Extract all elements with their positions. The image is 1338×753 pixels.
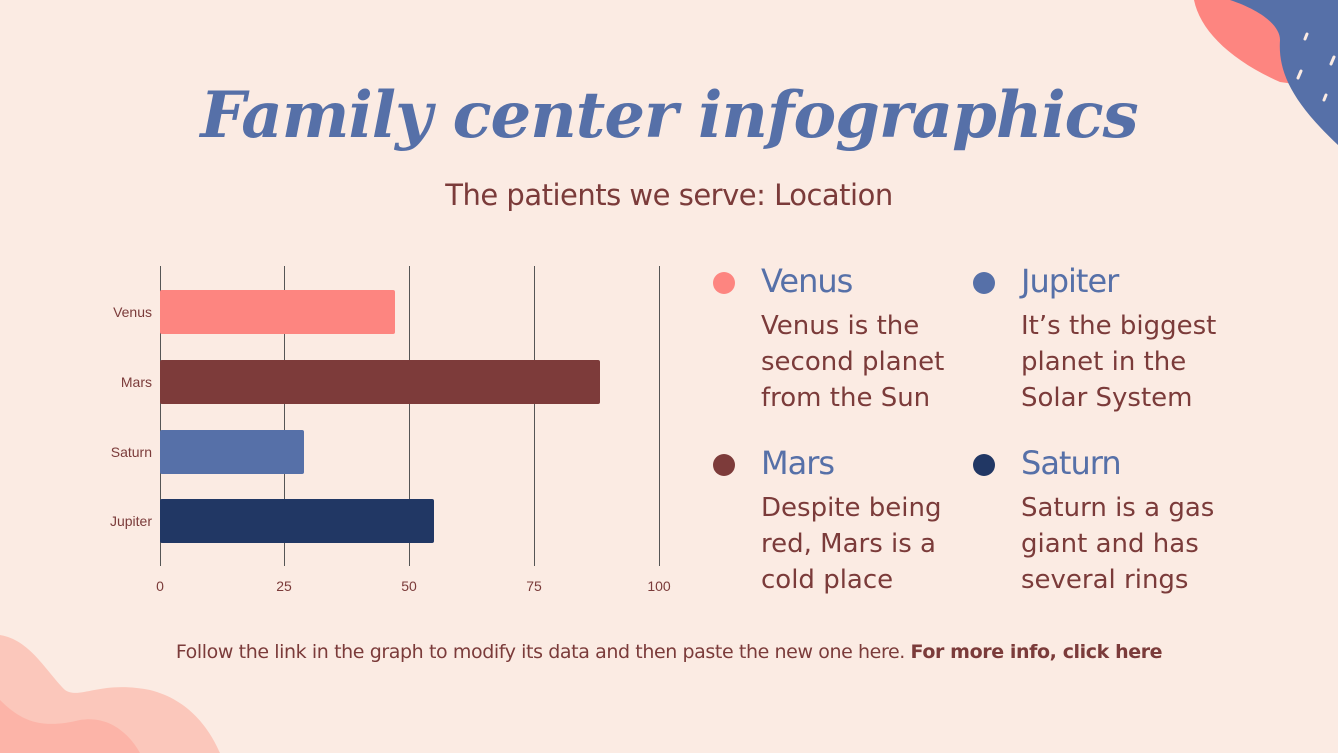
bar-venus[interactable] — [160, 290, 395, 334]
legend-title: Saturn — [1021, 444, 1122, 482]
x-tick: 0 — [156, 578, 164, 594]
page-subtitle: The patients we serve: Location — [445, 178, 893, 212]
gridline-25 — [284, 266, 285, 566]
footer-note: Follow the link in the graph to modify i… — [0, 641, 1338, 663]
bar-chart[interactable]: Venus Mars Saturn Jupiter 0 25 50 75 100 — [90, 260, 690, 600]
footer-text: Follow the link in the graph to modify i… — [175, 641, 911, 663]
circle-icon — [713, 454, 735, 476]
gridline-100 — [659, 266, 660, 566]
circle-icon — [973, 272, 995, 294]
legend-title: Mars — [761, 444, 835, 482]
legend-title: Venus — [761, 262, 853, 300]
x-tick: 50 — [401, 578, 417, 594]
category-label: Venus — [113, 304, 152, 320]
corner-blob-bottom-left — [0, 635, 220, 753]
gridline-75 — [534, 266, 535, 566]
legend-description: It’s the biggest planet in the Solar Sys… — [1021, 311, 1217, 413]
gridline-0 — [160, 266, 161, 566]
bar-jupiter[interactable] — [160, 499, 434, 543]
x-tick: 75 — [526, 578, 542, 594]
circle-icon — [973, 454, 995, 476]
x-tick: 25 — [276, 578, 292, 594]
page-title: Family center infographics — [200, 78, 1138, 153]
gridline-50 — [409, 266, 410, 566]
x-tick: 100 — [647, 578, 671, 594]
legend-title: Jupiter — [1021, 262, 1119, 300]
legend-description: Saturn is a gas giant and has several ri… — [1021, 493, 1215, 595]
legend-description: Despite being red, Mars is a cold place — [761, 493, 942, 595]
bar-mars[interactable] — [160, 360, 600, 404]
category-label: Mars — [120, 374, 152, 390]
legend-description: Venus is the second planet from the Sun — [761, 311, 945, 413]
bar-saturn[interactable] — [160, 430, 304, 474]
category-label: Saturn — [110, 444, 152, 460]
category-label: Jupiter — [109, 513, 152, 529]
more-info-link[interactable]: For more info, click here — [910, 641, 1163, 663]
circle-icon — [713, 272, 735, 294]
corner-blob-top-right — [1194, 0, 1338, 145]
